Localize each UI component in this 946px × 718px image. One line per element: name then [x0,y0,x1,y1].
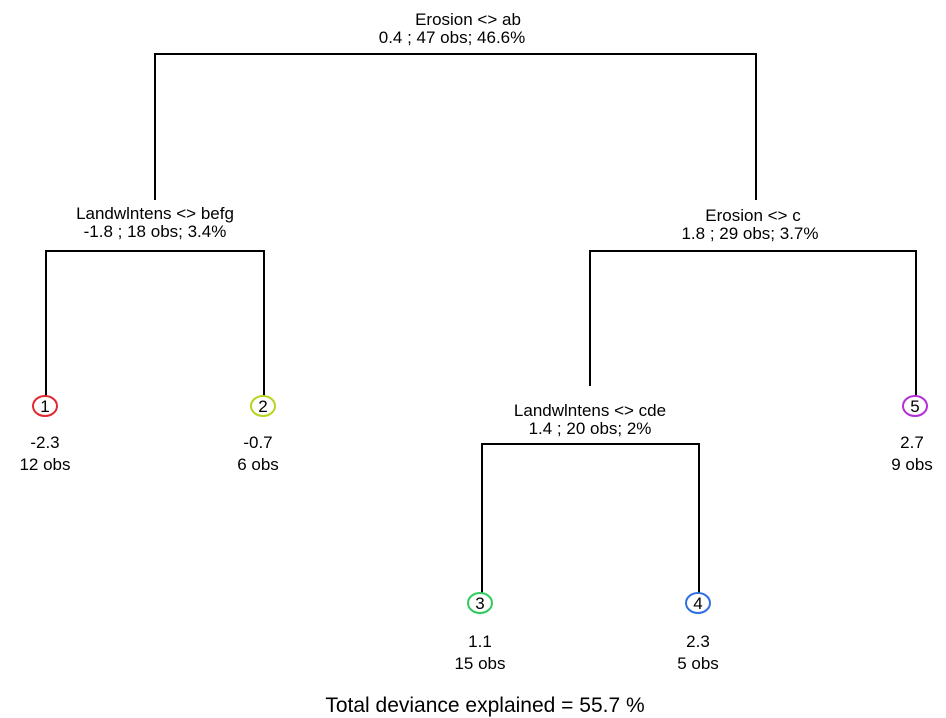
edge-left [45,250,265,397]
leaf-2-value: -0.7 [243,433,272,452]
leaf-2-obs: 6 obs [237,455,279,474]
leaf-4-obs: 5 obs [677,654,719,673]
node-root-stats: 0.4 ; 47 obs; 46.6% [379,28,526,47]
leaf-5: 5 2.7 9 obs [891,395,933,474]
leaf-4-value: 2.3 [686,632,710,651]
leaf-1: 1 -2.3 12 obs [19,395,71,474]
leaf-1-obs: 12 obs [19,455,70,474]
leaf-4-number: 4 [693,594,702,613]
node-right: Erosion <> c 1.8 ; 29 obs; 3.7% [681,206,818,243]
node-root-split: Erosion <> ab [415,10,521,29]
leaf-4: 4 2.3 5 obs [677,592,719,673]
leaf-1-value: -2.3 [30,433,59,452]
edge-right [589,250,917,397]
edge-root [154,53,757,200]
leaf-2-number: 2 [258,397,267,416]
leaf-1-circle [32,395,58,417]
leaf-2: 2 -0.7 6 obs [237,395,279,474]
leaf-2-circle [250,395,276,417]
node-right-left-split: Landwlntens <> cde [514,401,666,420]
leaf-3-circle [467,592,493,614]
leaf-3-number: 3 [475,594,484,613]
leaf-1-number: 1 [40,397,49,416]
leaf-5-circle [902,395,928,417]
total-deviance-label: Total deviance explained = 55.7 % [325,694,644,717]
leaf-5-obs: 9 obs [891,455,933,474]
leaf-3: 3 1.1 15 obs [454,592,506,673]
tree-edges [45,53,917,595]
leaf-5-number: 5 [910,397,919,416]
node-left: Landwlntens <> befg -1.8 ; 18 obs; 3.4% [76,204,234,241]
node-left-split: Landwlntens <> befg [76,204,234,223]
leaf-3-value: 1.1 [468,632,492,651]
leaf-4-circle [685,592,711,614]
node-right-left-stats: 1.4 ; 20 obs; 2% [529,419,652,438]
leaf-3-obs: 15 obs [454,654,505,673]
node-right-split: Erosion <> c [705,206,801,225]
node-root: Erosion <> ab 0.4 ; 47 obs; 46.6% [379,10,526,47]
edge-right-left [481,443,700,595]
node-right-stats: 1.8 ; 29 obs; 3.7% [681,224,818,243]
node-left-stats: -1.8 ; 18 obs; 3.4% [84,222,227,241]
node-right-left: Landwlntens <> cde 1.4 ; 20 obs; 2% [514,401,666,438]
leaf-5-value: 2.7 [900,433,924,452]
